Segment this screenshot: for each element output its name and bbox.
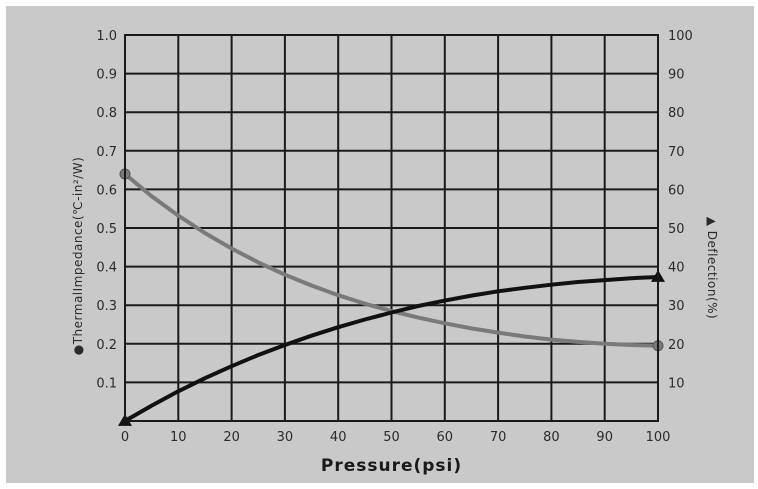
right-y-tick-label: 20 <box>668 338 685 353</box>
x-tick-label: 50 <box>383 430 400 445</box>
right-y-tick-label: 70 <box>668 145 685 160</box>
x-tick-label: 60 <box>437 430 454 445</box>
left-y-tick-label: 1.0 <box>96 29 117 44</box>
left-y-tick-label: 0.4 <box>96 261 117 276</box>
x-tick-label: 90 <box>596 430 613 445</box>
right-y-tick-label: 10 <box>668 376 685 391</box>
x-tick-label: 30 <box>277 430 294 445</box>
left-y-tick-label: 0.2 <box>96 338 117 353</box>
right-axis-ticks: 10 20 30 40 50 60 70 80 90 100 <box>668 29 693 391</box>
left-axis-ticks: 0.1 0.2 0.3 0.4 0.5 0.6 0.7 0.8 0.9 1.0 <box>96 29 117 391</box>
right-y-tick-label: 100 <box>668 29 693 44</box>
left-axis-title: ●ThermalImpedance(℃-in²/W) <box>71 157 85 356</box>
x-tick-label: 40 <box>330 430 347 445</box>
left-y-tick-label: 0.9 <box>96 68 117 83</box>
x-axis-ticks: 0 10 20 30 40 50 60 70 80 90 100 <box>121 430 671 445</box>
right-y-tick-label: 80 <box>668 106 685 121</box>
right-y-tick-label: 30 <box>668 299 685 314</box>
x-tick-label: 70 <box>490 430 507 445</box>
x-tick-label: 20 <box>223 430 240 445</box>
left-y-tick-label: 0.8 <box>96 106 117 121</box>
plot-frame <box>124 34 659 422</box>
grid <box>125 35 658 421</box>
deflection-line <box>123 275 660 423</box>
chart-panel: 0 10 20 30 40 50 60 70 80 90 100 0.1 0.2 0.3 0.4 0.5 0.… <box>6 6 754 483</box>
x-tick-label: 10 <box>170 430 187 445</box>
left-y-tick-label: 0.6 <box>96 183 117 198</box>
right-y-tick-label: 40 <box>668 261 685 276</box>
x-tick-label: 100 <box>646 430 671 445</box>
thermal-deflection-chart: 0 10 20 30 40 50 60 70 80 90 100 0.10.20.30.40.50.… <box>71 29 719 476</box>
x-tick-label: 0 <box>121 430 129 445</box>
right-y-tick-label: 50 <box>668 222 685 237</box>
right-axis-title: ▲ Deflection(%) <box>705 217 719 319</box>
left-y-tick-label: 0.1 <box>96 376 117 391</box>
right-y-tick-label: 90 <box>668 68 685 83</box>
left-y-tick-label: 0.7 <box>96 145 117 160</box>
left-y-tick-label: 0.3 <box>96 299 117 314</box>
right-y-tick-label: 60 <box>668 183 685 198</box>
x-tick-label: 80 <box>543 430 560 445</box>
left-y-tick-label: 0.5 <box>96 222 117 237</box>
x-axis-title: Pressure(psi) <box>321 456 462 476</box>
